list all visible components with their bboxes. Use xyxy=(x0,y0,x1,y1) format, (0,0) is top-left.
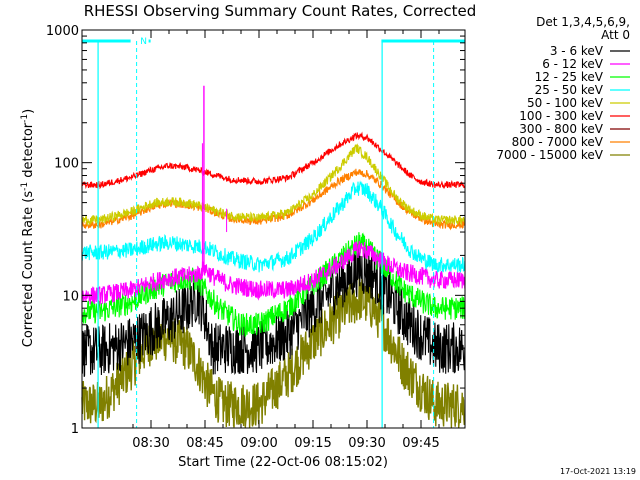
series-layer xyxy=(81,85,466,428)
legend-label-3: 25 - 50 keV xyxy=(535,83,604,97)
y-axis-label-sup1: -1 xyxy=(20,182,30,191)
series-line-12-25keV xyxy=(81,232,466,337)
y-tick-label-1: 1 xyxy=(71,422,79,437)
y-axis-label-main: Corrected Count Rate (s xyxy=(21,191,36,348)
x-tick-label-09:15: 09:15 xyxy=(294,436,331,451)
y-tick-label-1000: 1000 xyxy=(46,24,79,39)
series-line-100-300keV xyxy=(81,131,466,190)
y-axis-label: Corrected Count Rate (s-1 detector-1) xyxy=(20,109,36,347)
x-tick-label-09:30: 09:30 xyxy=(348,436,385,451)
legend-label-8: 7000 - 15000 keV xyxy=(496,148,603,162)
y-axis-label-sup2: -1 xyxy=(20,114,30,123)
legend-label-1: 6 - 12 keV xyxy=(542,57,604,71)
y-tick-label-100: 100 xyxy=(54,157,79,172)
timestamp: 17-Oct-2021 13:19 xyxy=(560,467,636,476)
x-tick-label-09:00: 09:00 xyxy=(240,436,277,451)
x-tick-label-08:45: 08:45 xyxy=(186,436,223,451)
legend-label-0: 3 - 6 keV xyxy=(550,44,604,58)
series-line-50-100keV xyxy=(81,143,466,226)
series-line-25-50keV xyxy=(81,180,466,273)
legend-header-line1: Det 1,3,4,5,6,9, xyxy=(536,15,630,29)
y-axis-label-end: ) xyxy=(21,109,36,114)
legend-label-6: 300 - 800 keV xyxy=(519,122,603,136)
x-tick-label-09:45: 09:45 xyxy=(402,436,439,451)
night-marker-label: N xyxy=(140,37,147,47)
y-tick-label-10: 10 xyxy=(62,289,79,304)
legend-label-4: 50 - 100 keV xyxy=(527,96,604,110)
overlay-layer: N xyxy=(82,37,465,428)
x-tick-label-08:30: 08:30 xyxy=(132,436,169,451)
legend-header-line2: Att 0 xyxy=(601,28,630,42)
legend-label-2: 12 - 25 keV xyxy=(535,70,604,84)
y-axis-label-mid: detector xyxy=(21,122,36,182)
x-axis-label: Start Time (22-Oct-06 08:15:02) xyxy=(178,455,388,470)
series-line-6-12keV xyxy=(81,240,466,305)
legend-label-5: 100 - 300 keV xyxy=(519,109,603,123)
series-line-3-6keV xyxy=(81,244,466,377)
chart-title: RHESSI Observing Summary Count Rates, Co… xyxy=(84,2,477,20)
plot-frame xyxy=(81,29,466,429)
axis-layer: 08:30 08:45 09:00 09:15 09:30 09:45 1 10 100 1000 xyxy=(46,24,465,451)
legend-label-7: 800 - 7000 keV xyxy=(512,135,604,149)
